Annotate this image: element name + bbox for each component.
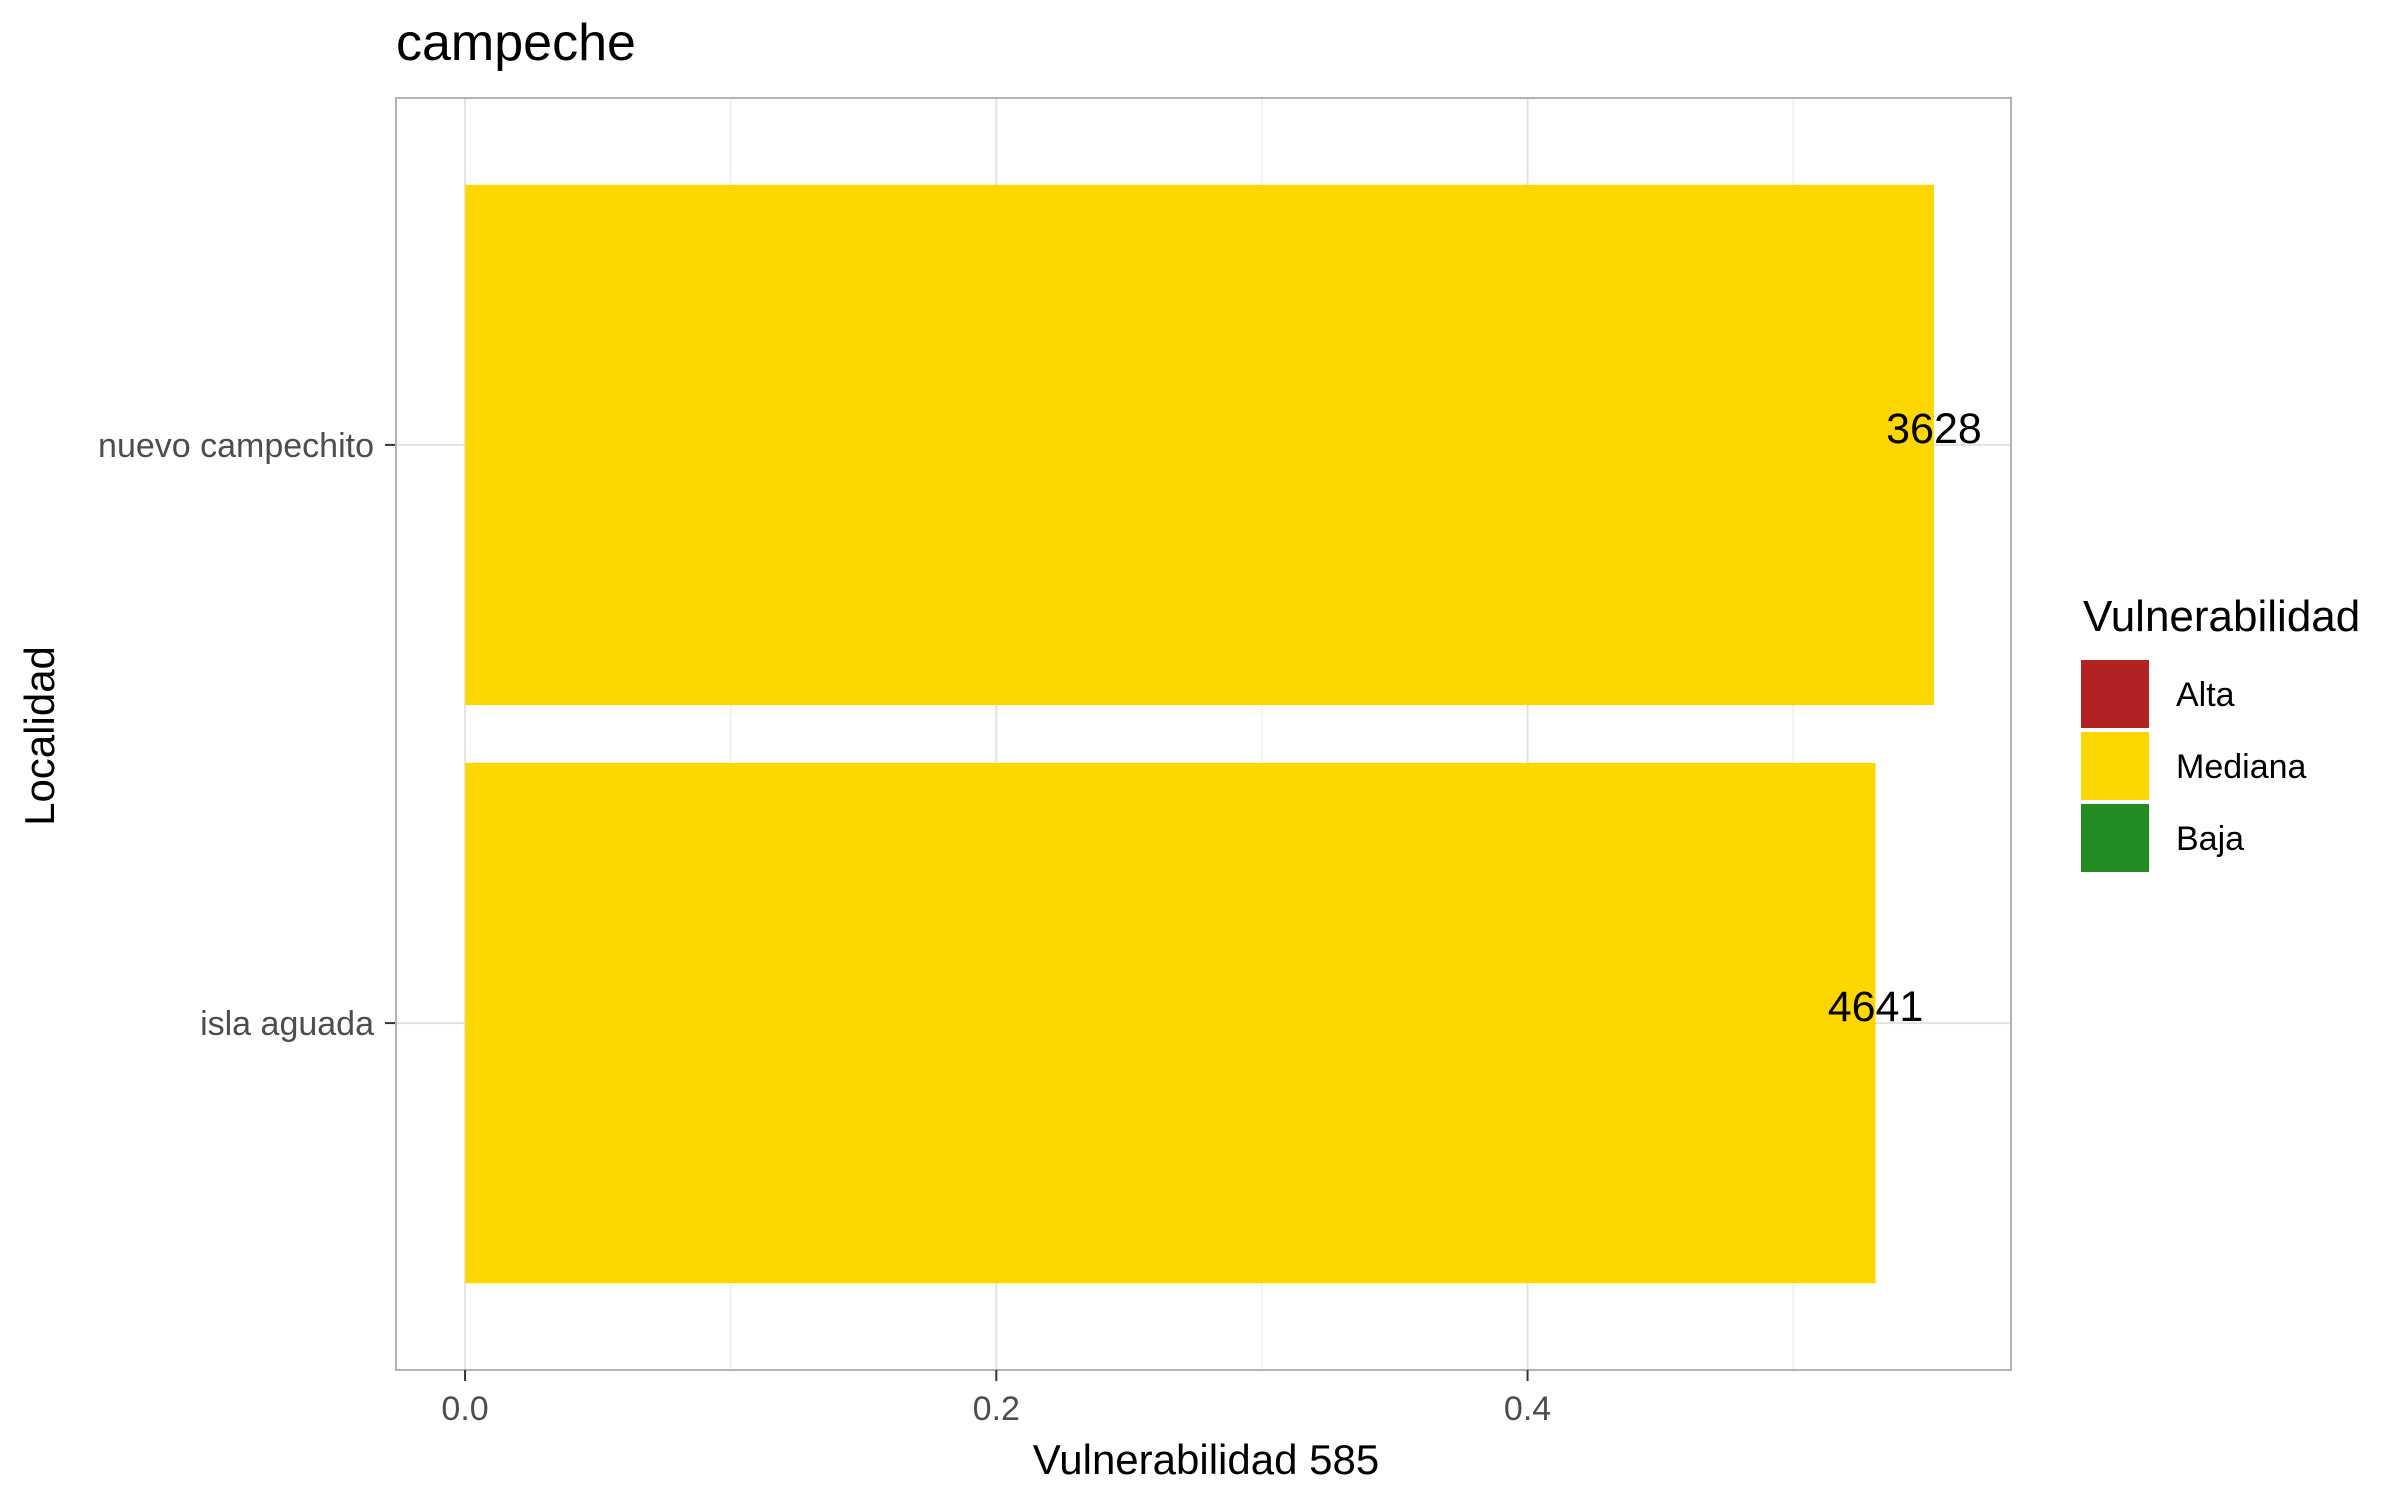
bar: [465, 184, 1934, 706]
plot-area: 3628 nuevo campechito 4641 isla aguada 0.0 0.…: [98, 97, 2012, 1428]
bar-value-label: 3628: [1886, 405, 1982, 453]
legend: Vulnerabilidad Alta Mediana Baja: [2081, 592, 2360, 872]
legend-label: Alta: [2176, 676, 2235, 714]
y-tick-label: isla aguada: [200, 1005, 374, 1043]
x-tick-label: 0.4: [1504, 1390, 1551, 1428]
legend-label: Baja: [2176, 820, 2244, 858]
x-tick-label: 0.0: [441, 1390, 488, 1428]
bar-value-label: 4641: [1828, 983, 1924, 1031]
plot-panel-border: [395, 97, 2012, 1371]
legend-key-mediana: [2081, 732, 2149, 800]
bar: [465, 762, 1876, 1284]
legend-key-baja: [2081, 804, 2149, 872]
x-tick-label: 0.2: [973, 1390, 1020, 1428]
chart-title: campeche: [396, 14, 636, 72]
y-axis-title: Localidad: [16, 646, 63, 826]
legend-key-alta: [2081, 660, 2149, 728]
legend-label: Mediana: [2176, 748, 2307, 786]
legend-title: Vulnerabilidad: [2083, 592, 2360, 641]
y-tick-label: nuevo campechito: [98, 427, 374, 465]
x-axis-title: Vulnerabilidad 585: [1033, 1436, 1379, 1483]
